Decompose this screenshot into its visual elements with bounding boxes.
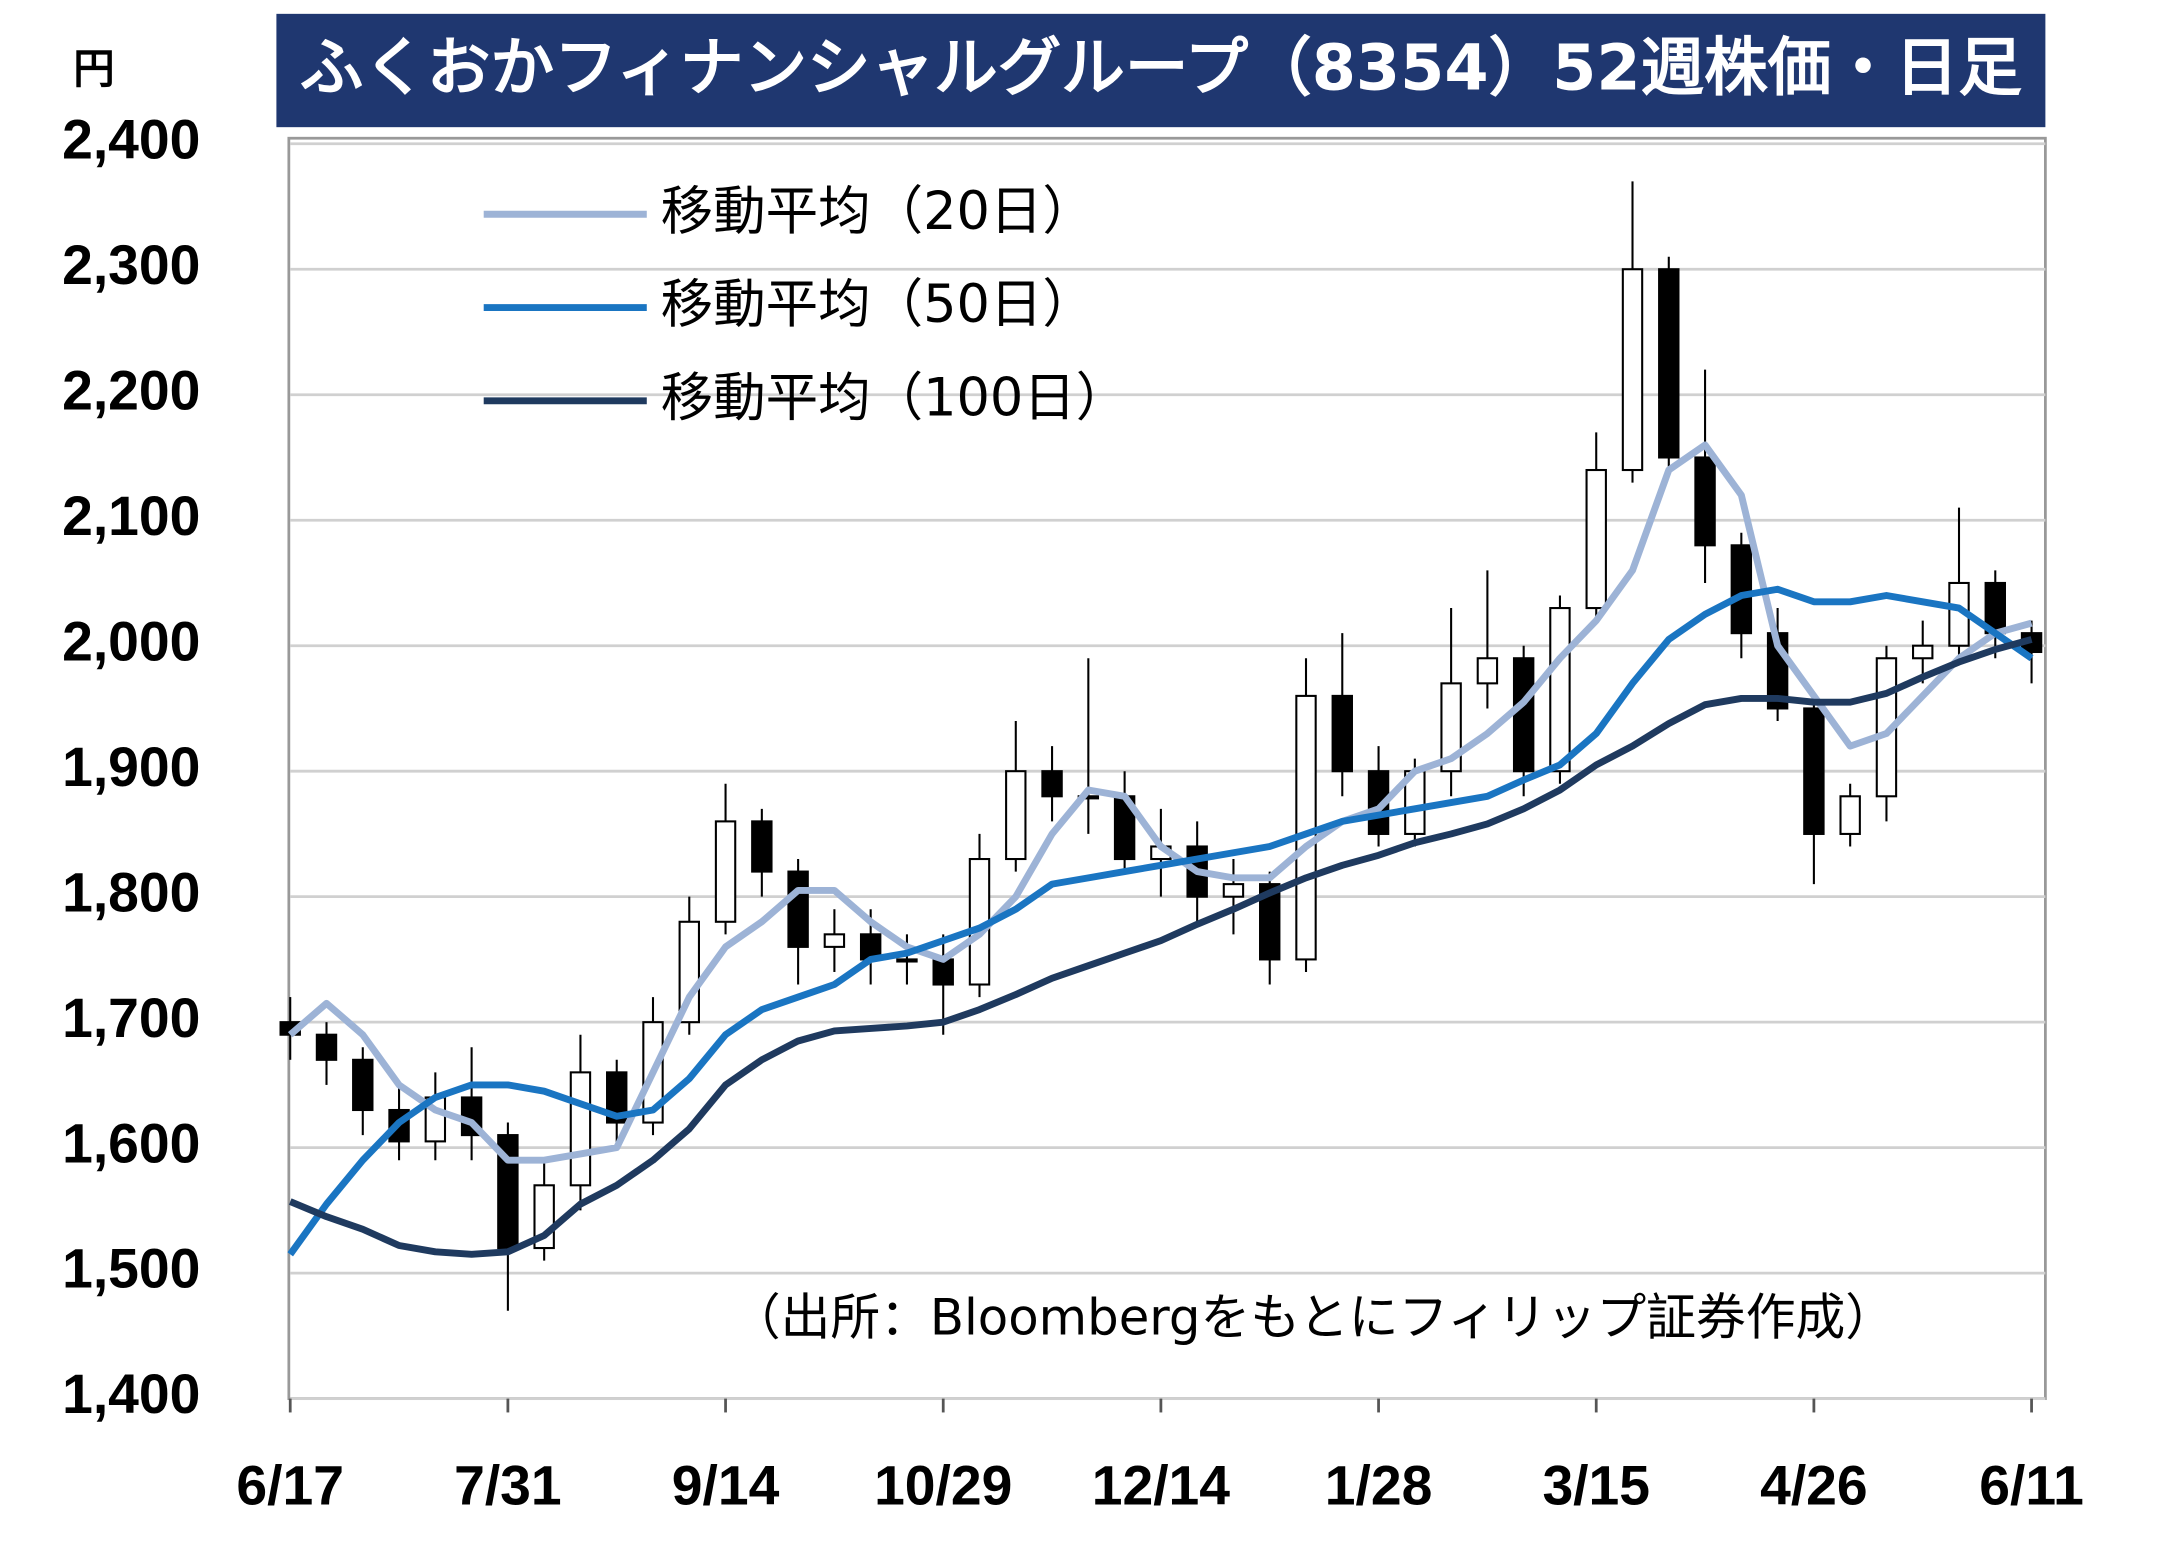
y-tick-label: 2,400 — [62, 108, 200, 170]
moving-average-line — [288, 636, 2033, 1258]
candle-body — [1803, 707, 1825, 835]
candle-body — [1730, 544, 1753, 635]
legend-label: 移動平均（50日） — [661, 274, 1095, 335]
candle-body — [1512, 657, 1535, 773]
x-tick-label: 9/14 — [672, 1454, 780, 1516]
candle-body — [315, 1033, 338, 1061]
candle-body — [352, 1058, 374, 1112]
y-tick-label: 1,400 — [62, 1363, 200, 1425]
candle-body — [1041, 770, 1063, 798]
y-tick-label: 1,800 — [62, 861, 200, 923]
moving-average-line — [287, 585, 2034, 1257]
title-box — [276, 13, 2046, 128]
candle-body — [1658, 268, 1680, 459]
x-tick-label: 1/28 — [1325, 1454, 1433, 1516]
legend-label: 移動平均（100日） — [661, 367, 1129, 428]
y-tick-label: 1,600 — [62, 1112, 200, 1174]
y-tick-label: 1,500 — [62, 1238, 200, 1300]
chart-title: ふくおかフィナンシャルグループ（8354）52週株価・日足 — [300, 30, 2023, 104]
candle-body — [678, 920, 700, 1024]
candle-body — [1694, 456, 1716, 547]
x-tick-label: 4/26 — [1760, 1454, 1868, 1516]
y-tick-label: 1,700 — [62, 987, 200, 1049]
candle-body — [714, 820, 737, 923]
plot-area — [287, 136, 2047, 1401]
candle-body — [751, 820, 773, 873]
candle-body — [1912, 644, 1934, 660]
candle-body — [1259, 883, 1281, 961]
y-tick-label: 1,900 — [62, 736, 200, 798]
candle-body — [569, 1071, 592, 1187]
candle-body — [1839, 795, 1861, 835]
candle-body — [1295, 694, 1317, 961]
candle-body — [823, 933, 846, 948]
candle-body — [1476, 657, 1499, 685]
x-tick-label: 7/31 — [454, 1454, 562, 1516]
candle-body — [1621, 268, 1644, 472]
source-note: （出所：Bloombergをもとにフィリップ証券作成） — [731, 1289, 1895, 1347]
candle-body — [1222, 883, 1245, 898]
candle-body — [606, 1071, 628, 1124]
candle-body — [787, 870, 809, 948]
x-tick-label: 10/29 — [874, 1454, 1012, 1516]
candle-body — [1440, 682, 1462, 773]
y-tick-label: 2,000 — [62, 610, 200, 672]
moving-average-line — [287, 441, 2033, 1164]
x-tick-label: 6/11 — [1979, 1454, 2084, 1516]
x-tick-label: 3/15 — [1542, 1454, 1650, 1516]
candle-body — [932, 958, 954, 986]
candle-body — [896, 958, 918, 963]
x-tick-label: 12/14 — [1092, 1454, 1231, 1516]
y-tick-label: 2,100 — [62, 485, 200, 547]
legend-label: 移動平均（20日） — [661, 181, 1095, 242]
x-tick-label: 6/17 — [236, 1454, 344, 1516]
y-tick-label: 2,300 — [62, 234, 200, 296]
candle-body — [1005, 770, 1027, 861]
candle-body — [1331, 694, 1353, 773]
candle-body — [1549, 607, 1571, 773]
candle-body — [1585, 468, 1607, 610]
y-unit: 円 — [73, 45, 114, 93]
y-tick-label: 2,200 — [62, 359, 200, 421]
